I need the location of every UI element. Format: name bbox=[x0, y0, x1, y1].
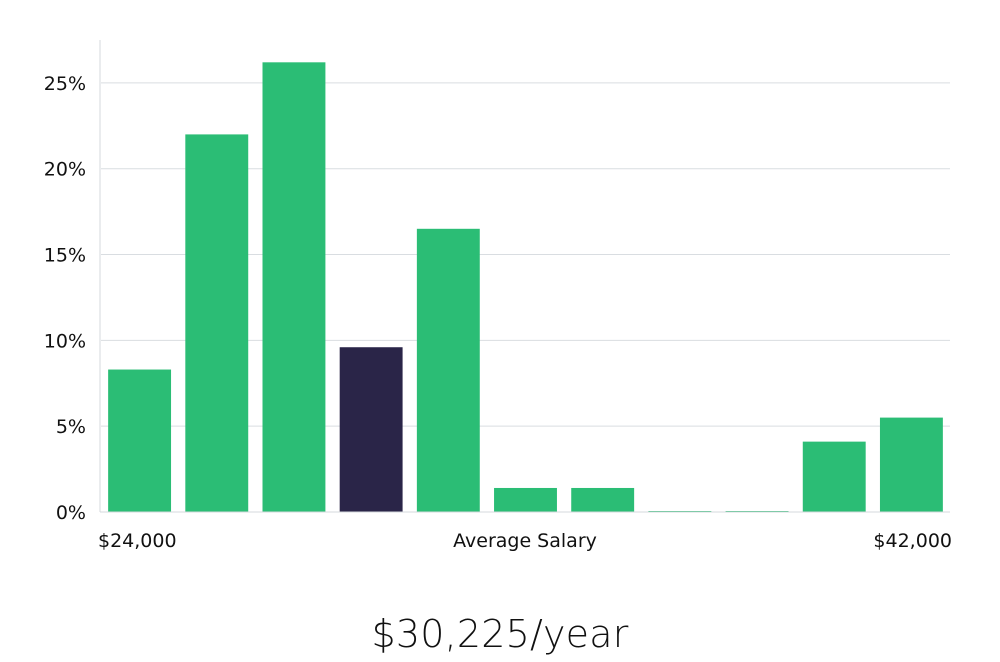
highlighted-salary-bar bbox=[339, 347, 403, 512]
average-salary-value: $30,225/year bbox=[371, 612, 629, 656]
bars-layer bbox=[108, 62, 943, 513]
salary-bar bbox=[108, 369, 172, 512]
axis-layer bbox=[99, 40, 950, 513]
salary-bar bbox=[262, 62, 326, 512]
salary-bar bbox=[802, 441, 866, 512]
y-tick-label: 5% bbox=[56, 416, 86, 438]
salary-bar bbox=[185, 134, 249, 512]
salary-bar bbox=[494, 487, 557, 512]
y-tick-label: 10% bbox=[44, 330, 86, 352]
salary-bar bbox=[416, 228, 480, 513]
salary-distribution-chart: 0% 5% 10% 15% 20% 25% $24,000 Average Salary … bbox=[44, 40, 952, 552]
y-tick-label: 0% bbox=[56, 502, 86, 524]
salary-bar bbox=[879, 417, 943, 512]
x-axis-max-label: $42,000 bbox=[873, 530, 952, 552]
y-tick-label: 20% bbox=[44, 159, 86, 181]
x-axis-min-label: $24,000 bbox=[98, 530, 177, 552]
labels-layer: $24,000 Average Salary $42,000 bbox=[98, 530, 952, 552]
y-tick-label: 25% bbox=[44, 73, 86, 95]
salary-bar bbox=[571, 487, 635, 512]
y-tick-label: 15% bbox=[44, 245, 86, 267]
x-axis-title: Average Salary bbox=[453, 530, 597, 552]
